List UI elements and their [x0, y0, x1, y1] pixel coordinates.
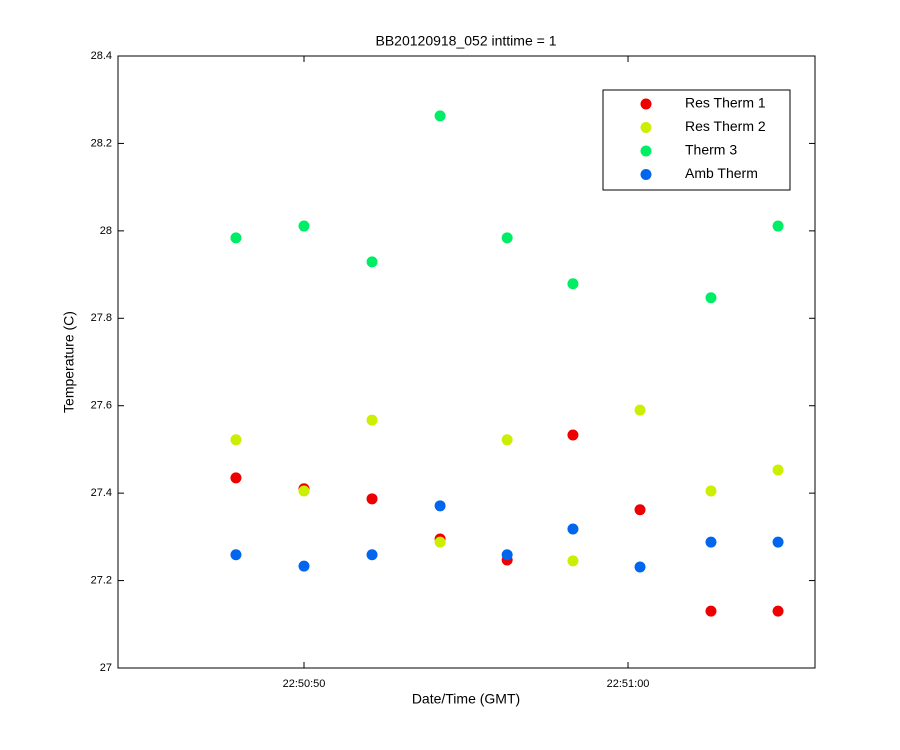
- point: [501, 232, 513, 244]
- point: [772, 605, 784, 617]
- point: [366, 493, 378, 505]
- point: [434, 110, 446, 122]
- point: [298, 485, 310, 497]
- point: [567, 555, 579, 567]
- point: [366, 414, 378, 426]
- point: [230, 434, 242, 446]
- point: [567, 278, 579, 290]
- y-tick-label: 27.2: [91, 574, 112, 586]
- point: [772, 464, 784, 476]
- point: [230, 232, 242, 244]
- point: [501, 549, 513, 561]
- y-axis-label: Temperature (C): [61, 311, 77, 413]
- point: [705, 485, 717, 497]
- legend-marker: [640, 98, 652, 110]
- x-tick-label: 22:50:50: [283, 678, 326, 690]
- point: [772, 220, 784, 232]
- point: [567, 429, 579, 441]
- point: [298, 220, 310, 232]
- point: [298, 560, 310, 572]
- legend-marker: [640, 169, 652, 180]
- y-tick-label: 27.4: [91, 487, 112, 499]
- point: [366, 549, 378, 561]
- legend-label: Therm 3: [685, 142, 737, 158]
- point: [634, 561, 646, 573]
- y-tick-label: 28: [100, 225, 112, 237]
- legend-box: [602, 89, 791, 191]
- legend-marker: [640, 122, 652, 133]
- point: [434, 536, 446, 548]
- point: [772, 536, 784, 548]
- point: [230, 549, 242, 561]
- point: [705, 536, 717, 548]
- legend-marker: [640, 145, 652, 157]
- point: [705, 292, 717, 304]
- point: [366, 256, 378, 268]
- y-tick-label: 27.6: [91, 400, 112, 412]
- chart-title: BB20120918_052 inttime = 1: [376, 33, 557, 49]
- y-tick-label: 27: [100, 662, 112, 674]
- point: [230, 472, 242, 484]
- x-axis-label: Date/Time (GMT): [412, 691, 520, 707]
- point: [634, 504, 646, 516]
- point: [567, 523, 579, 535]
- y-tick-label: 27.8: [91, 312, 112, 324]
- point: [634, 404, 646, 416]
- y-tick-label: 28.2: [91, 137, 112, 149]
- legend-label: Res Therm 1: [685, 95, 766, 111]
- y-tick-label: 28.4: [91, 50, 112, 62]
- point: [501, 434, 513, 446]
- point: [434, 500, 446, 512]
- legend-label: Amb Therm: [685, 165, 758, 181]
- point: [705, 605, 717, 617]
- x-tick-label: 22:51:00: [607, 678, 650, 690]
- legend-label: Res Therm 2: [685, 118, 766, 134]
